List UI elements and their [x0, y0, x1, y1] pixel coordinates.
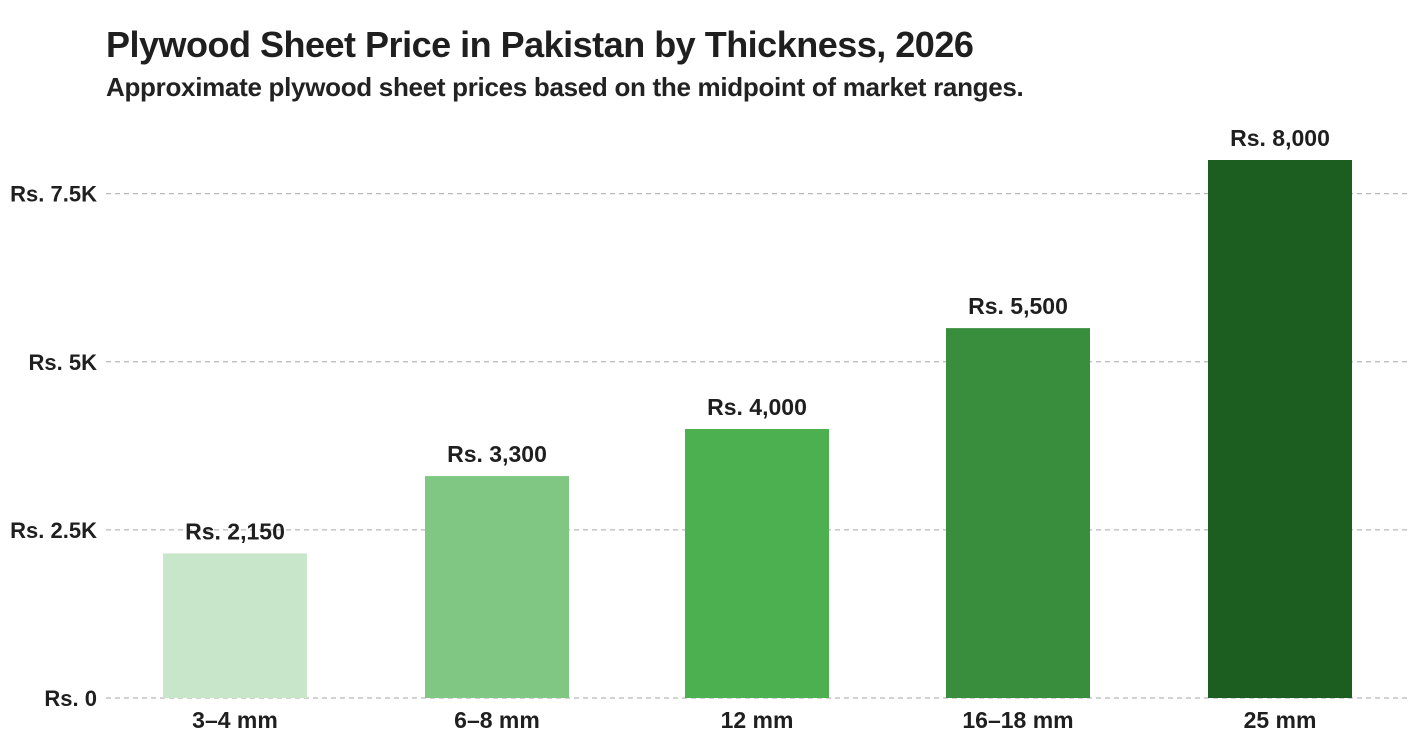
y-tick-label: Rs. 2.5K: [10, 518, 97, 543]
chart-subtitle: Approximate plywood sheet prices based o…: [106, 72, 1024, 102]
data-labels: Rs. 2,150 Rs. 3,300 Rs. 4,000 Rs. 5,500 Rs. …: [185, 125, 1330, 544]
x-tick-label: 25 mm: [1244, 707, 1317, 733]
bar: [425, 476, 569, 698]
bar: [685, 429, 829, 698]
data-label: Rs. 4,000: [707, 394, 807, 420]
x-tick-label: 16–18 mm: [962, 707, 1073, 733]
data-label: Rs. 3,300: [447, 441, 547, 467]
y-tick-label: Rs. 0: [44, 686, 97, 711]
y-tick-label: Rs. 5K: [29, 350, 98, 375]
y-tick-label: Rs. 7.5K: [10, 182, 97, 207]
chart-title: Plywood Sheet Price in Pakistan by Thick…: [106, 24, 974, 65]
data-label: Rs. 2,150: [185, 518, 285, 544]
x-axis-ticks: 3–4 mm 6–8 mm 12 mm 16–18 mm 25 mm: [192, 707, 1316, 733]
data-label: Rs. 8,000: [1230, 125, 1330, 151]
x-tick-label: 3–4 mm: [192, 707, 278, 733]
bar: [1208, 160, 1352, 698]
x-tick-label: 12 mm: [721, 707, 794, 733]
data-label: Rs. 5,500: [968, 293, 1068, 319]
x-tick-label: 6–8 mm: [454, 707, 540, 733]
bar: [946, 328, 1090, 698]
bar: [163, 553, 307, 698]
bars: [163, 160, 1352, 698]
y-axis-ticks: Rs. 0 Rs. 2.5K Rs. 5K Rs. 7.5K: [10, 182, 97, 711]
